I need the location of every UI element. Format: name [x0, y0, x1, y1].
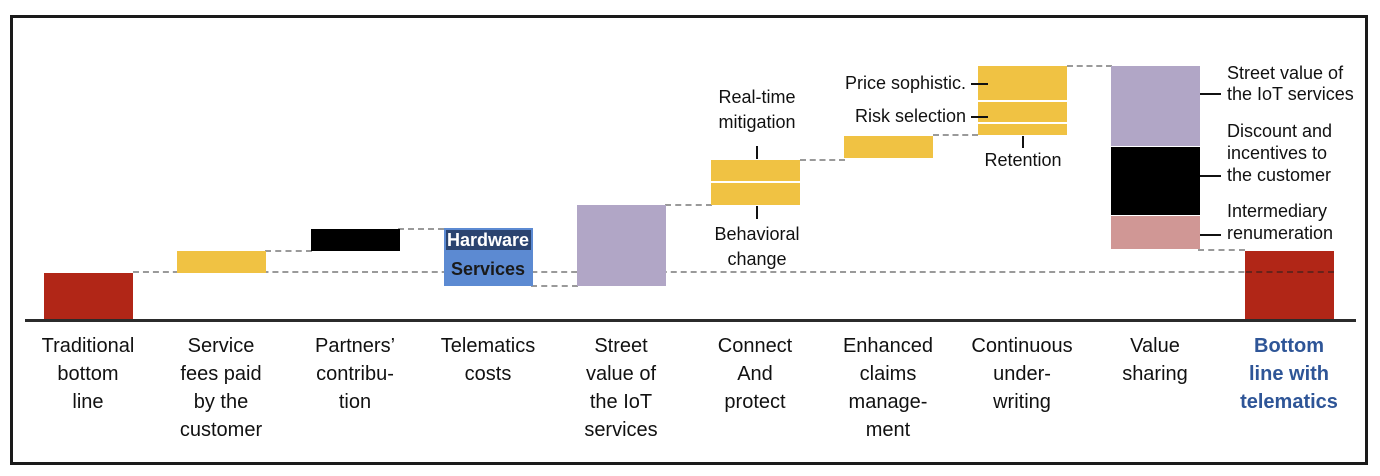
category-label-partners-contribution: Partners’ contribu-tion: [283, 332, 427, 416]
category-label-line: value of: [585, 363, 657, 385]
x-axis-line: [25, 319, 1356, 322]
bar-segment-continuous-underwriting-1: [977, 66, 1067, 100]
category-label-line: sharing: [1122, 363, 1188, 385]
category-label-line: protect: [724, 391, 786, 413]
callout-line: Retention: [984, 150, 1062, 170]
category-label-connect-and-protect: Connect And protect: [683, 332, 827, 416]
callout-line: Behavioral: [714, 224, 800, 244]
connector-dashed-line: [1067, 65, 1112, 67]
callout-tick-vs-discount-and-incentives: [1200, 175, 1221, 177]
category-label-street-value-of-iot-services: Street value of the IoT services: [549, 332, 693, 444]
bar-segment-continuous-underwriting-3: [977, 124, 1067, 135]
callout-line: incentives to: [1227, 143, 1328, 163]
connector-dashed-line: [933, 134, 978, 136]
category-label-line: ment: [865, 419, 911, 441]
category-label-line: costs: [464, 363, 512, 385]
callout-line: mitigation: [718, 112, 796, 132]
category-label-line: line: [72, 391, 104, 413]
connector-dashed-line: [133, 271, 1334, 273]
category-label-line: contribu-: [316, 363, 394, 385]
callout-line: Price sophistic.: [844, 73, 966, 93]
category-label-line: customer: [179, 419, 263, 441]
bar-segment-street-value-of-iot-services: [576, 205, 666, 286]
category-label-line: fees paid: [180, 363, 262, 385]
connector-dashed-line-overlay: [1246, 271, 1334, 273]
bar-segment-service-fees: [176, 251, 266, 273]
bar-segment-partners-contribution: [310, 229, 400, 251]
category-label-line: Enhanced: [842, 335, 934, 357]
category-label-line: Traditional: [41, 335, 135, 357]
callout-vs-intermediary-renumeration: Intermediary renumeration: [1227, 200, 1333, 244]
callout-risk-selection: Risk selection: [855, 106, 966, 127]
category-label-telematics-costs: Telematics costs: [416, 332, 560, 388]
category-label-bottom-line-with-telematics: Bottom line with telematics: [1217, 332, 1361, 416]
callout-vs-street-value-of-iot-services: Street value of the IoT services: [1227, 63, 1354, 105]
bar-segment-telematics-costs-1: Hardware: [443, 228, 533, 252]
bar-segment-enhanced-claims-management: [843, 136, 933, 158]
category-label-line: Street: [594, 335, 648, 357]
callout-tick-retention: [1022, 136, 1024, 148]
callout-line: Risk selection: [854, 106, 966, 126]
callout-line: Real-time: [718, 87, 796, 107]
bar-segment-value-sharing-1: [1110, 66, 1200, 146]
bar-segment-traditional-bottom-line: [43, 273, 133, 320]
callout-behavioral-change: Behavioral change: [647, 222, 867, 272]
category-label-line: Service: [187, 335, 255, 357]
category-label-line: tion: [338, 391, 372, 413]
category-label-traditional-bottom-line: Traditional bottom line: [16, 332, 160, 416]
callout-tick-behavioral-change: [756, 206, 758, 219]
callout-vs-discount-and-incentives: Discount and incentives to the customer: [1227, 120, 1332, 186]
connector-dashed-line: [665, 204, 712, 206]
category-label-service-fees: Service fees paid by the customer: [149, 332, 293, 444]
connector-dashed-line: [531, 285, 578, 287]
category-label-line: manage-: [848, 391, 928, 413]
bar-segment-value-sharing-3: [1110, 216, 1200, 249]
category-label-line: Partners’: [314, 335, 396, 357]
bar-segment-continuous-underwriting-2: [977, 102, 1067, 122]
callout-real-time-mitigation: Real-time mitigation: [647, 85, 867, 135]
connector-dashed-line: [398, 228, 444, 230]
callout-tick-price-sophistication: [971, 83, 988, 85]
category-label-line: writing: [993, 391, 1051, 413]
callout-line: the IoT services: [1227, 84, 1354, 104]
category-label-line: claims: [859, 363, 917, 385]
category-label-continuous-underwriting: Continuous under-writing: [950, 332, 1094, 416]
bar-segment-bottom-line-with-telematics: [1244, 251, 1334, 320]
category-label-line: Telematics: [440, 335, 536, 357]
category-label-line: by the: [193, 391, 249, 413]
callout-retention: Retention: [913, 150, 1133, 171]
callout-line: Street value of: [1227, 63, 1344, 83]
callout-line: change: [727, 249, 787, 269]
bar-segment-telematics-costs-2: Services: [443, 252, 533, 286]
category-label-line: bottom: [57, 363, 119, 385]
callout-tick-real-time-mitigation: [756, 146, 758, 159]
category-label-line: under-: [993, 363, 1051, 385]
callout-line: Discount and: [1227, 121, 1333, 141]
connector-dashed-line: [265, 250, 312, 252]
callout-line: Intermediary: [1227, 201, 1328, 221]
category-label-line: services: [584, 419, 658, 441]
bar-segment-connect-and-protect-1: [710, 160, 800, 181]
bar-segment-value-sharing-2: [1110, 147, 1200, 215]
callout-tick-risk-selection: [971, 116, 988, 118]
callout-line: the customer: [1227, 165, 1332, 185]
category-label-line: Continuous: [971, 335, 1073, 357]
connector-dashed-line: [1198, 249, 1245, 251]
category-label-line: Connect: [717, 335, 793, 357]
callout-line: renumeration: [1227, 223, 1334, 243]
callout-tick-vs-intermediary-renumeration: [1200, 234, 1221, 236]
callout-tick-vs-street-value-of-iot-services: [1200, 93, 1221, 95]
category-label-line: line with: [1249, 363, 1329, 385]
category-label-line: Bottom: [1254, 335, 1324, 357]
category-label-line: And: [737, 363, 773, 385]
callout-price-sophistication: Price sophistic.: [845, 73, 966, 94]
bar-segment-connect-and-protect-2: [710, 183, 800, 205]
category-label-line: telematics: [1240, 391, 1338, 413]
category-label-value-sharing: Value sharing: [1083, 332, 1227, 388]
category-label-enhanced-claims-management: Enhanced claims manage-ment: [816, 332, 960, 444]
connector-dashed-line: [800, 159, 845, 161]
category-label-line: Value: [1130, 335, 1180, 357]
category-label-line: the IoT: [589, 391, 653, 413]
